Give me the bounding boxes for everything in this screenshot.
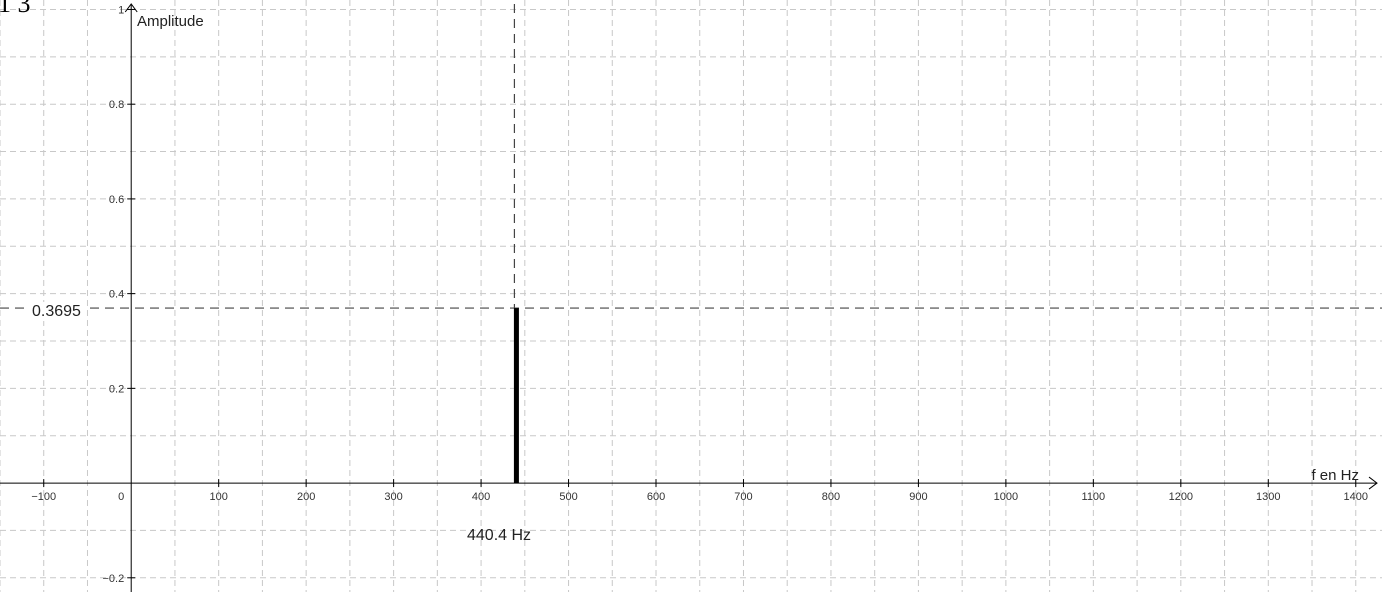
x-tick-label: −100	[31, 491, 56, 503]
frequency-annotation: 440.4 Hz	[467, 527, 531, 544]
x-tick-label: 1300	[1256, 491, 1280, 503]
x-axis-arrow	[1368, 476, 1378, 490]
x-tick-label: 0	[118, 491, 124, 503]
amplitude-annotation: 0.3695	[32, 303, 81, 320]
y-tick-label: 0.6	[109, 194, 124, 206]
x-tick-label: 300	[384, 491, 402, 503]
x-tick-label: 700	[734, 491, 752, 503]
x-tick-label: 600	[647, 491, 665, 503]
amplitude-annotation-background	[29, 302, 85, 321]
guide-lines	[0, 4, 1382, 309]
axes	[0, 3, 1378, 592]
x-tick-label: 100	[209, 491, 227, 503]
x-tick-label: 1200	[1169, 491, 1193, 503]
x-tick-label: 500	[559, 491, 577, 503]
y-tick-label: 0.4	[109, 289, 124, 301]
y-tick-label: 1	[118, 4, 124, 16]
y-axis-title: Amplitude	[137, 13, 204, 30]
x-tick-label: 800	[822, 491, 840, 503]
y-tick-label: −0.2	[102, 573, 124, 585]
x-tick-label: 900	[909, 491, 927, 503]
tick-labels: −100 0 100 200 300 400 500 600 700 800 900 1000 1100…	[31, 4, 1368, 584]
y-tick-label: 0.8	[109, 99, 124, 111]
x-tick-label: 1400	[1344, 491, 1368, 503]
corner-text: 1 3	[0, 0, 31, 18]
x-axis-title: f en Hz	[1311, 467, 1359, 484]
x-tick-label: 1000	[994, 491, 1018, 503]
x-tick-label: 200	[297, 491, 315, 503]
y-tick-label: 0.2	[109, 383, 124, 395]
x-tick-label: 1100	[1082, 491, 1106, 503]
x-tick-label: 400	[472, 491, 490, 503]
